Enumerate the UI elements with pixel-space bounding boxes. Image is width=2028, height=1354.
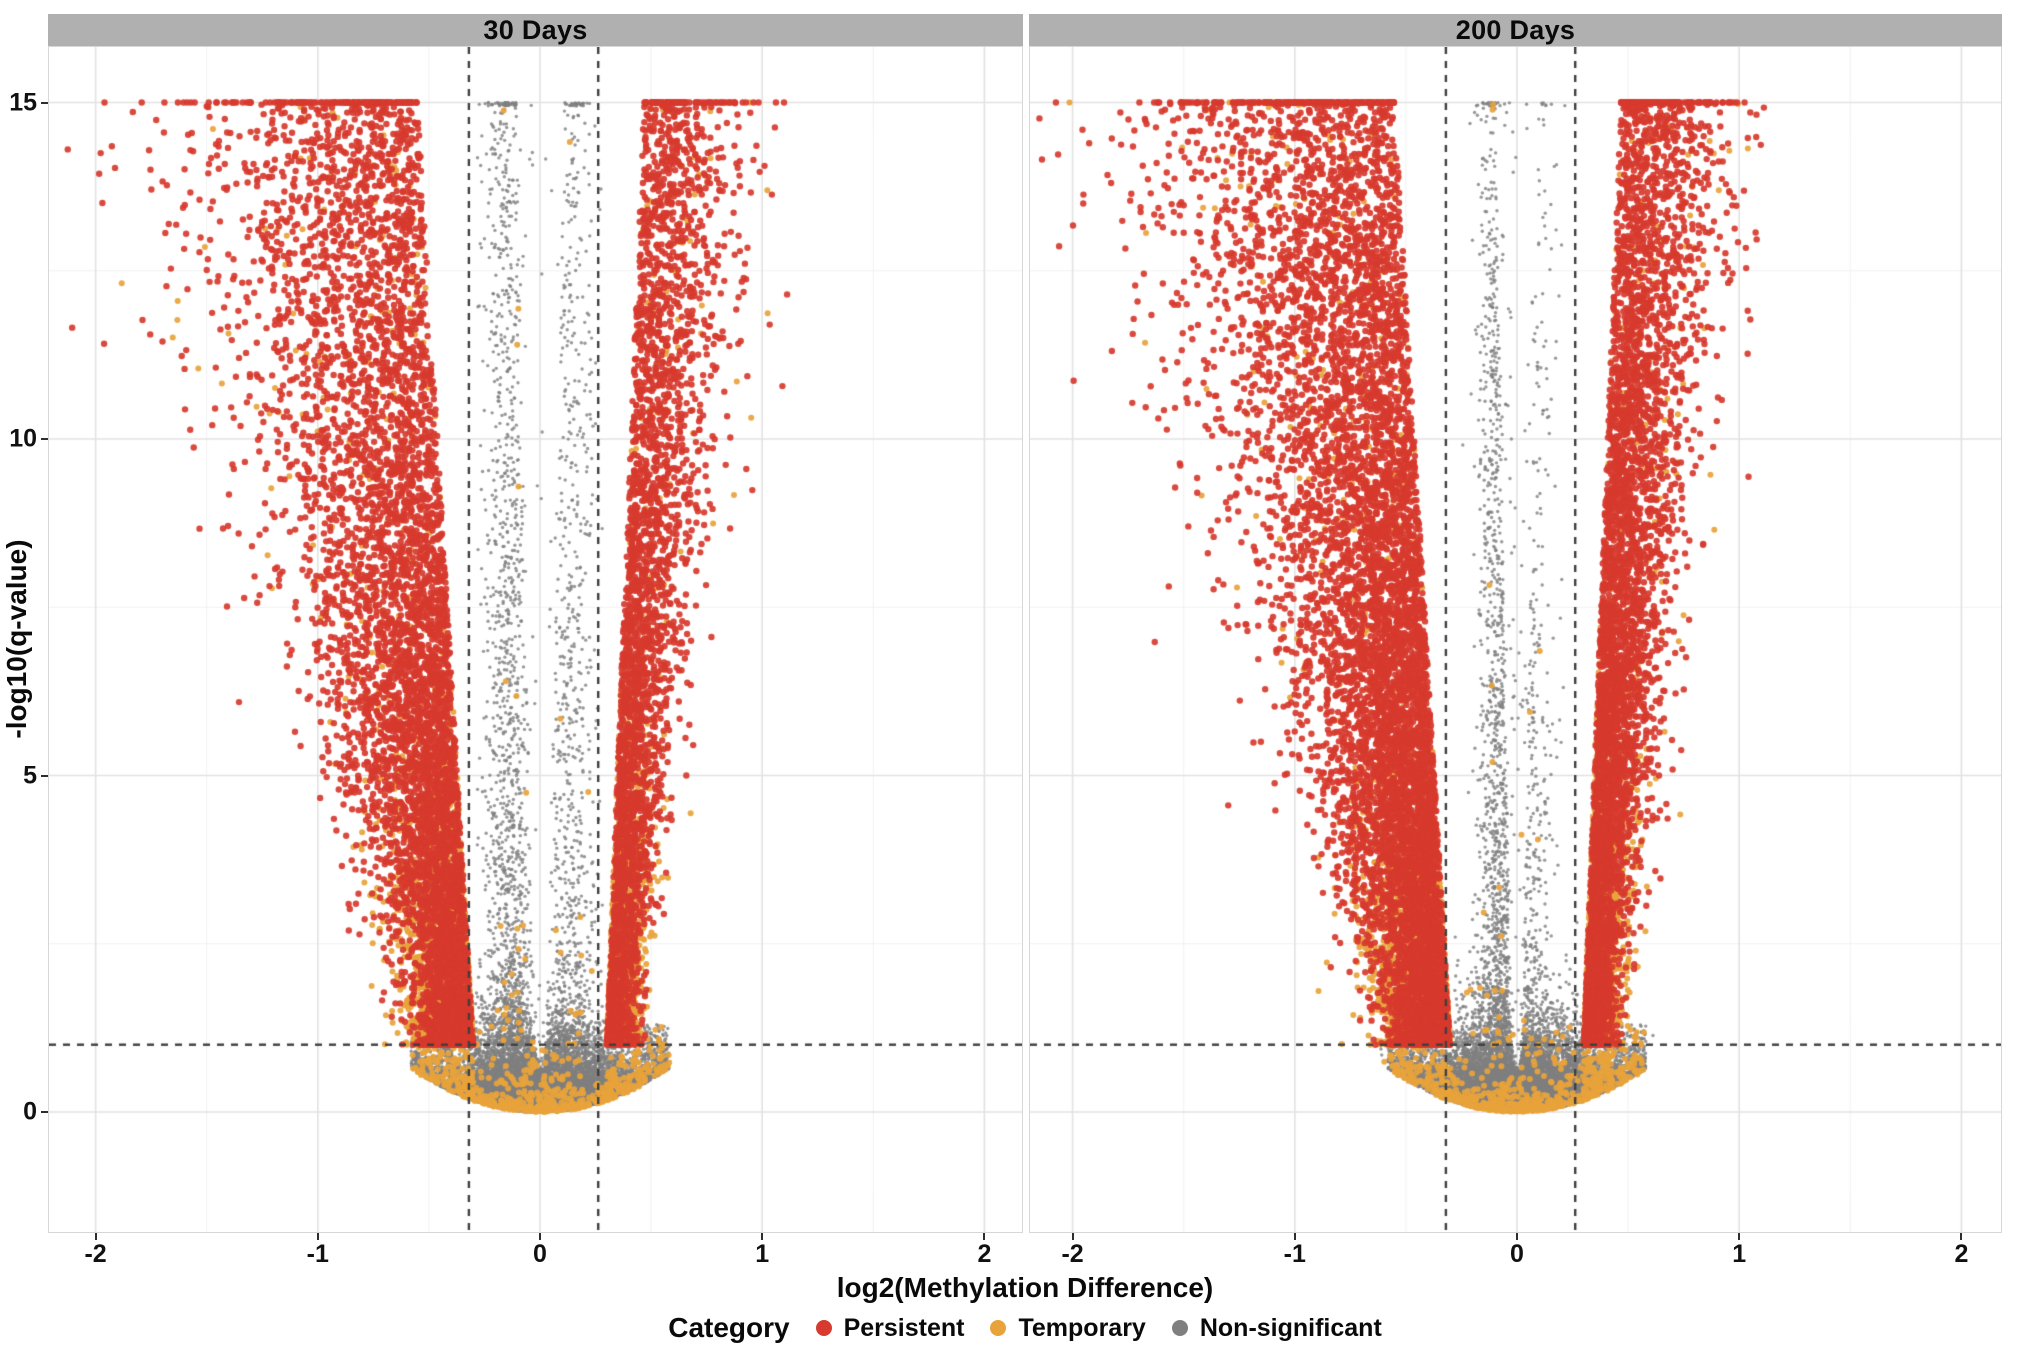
facet-title-30-days: 30 Days — [483, 15, 588, 45]
x-tick-label: 0 — [533, 1240, 547, 1268]
x-tick-mark — [94, 1233, 97, 1240]
x-tick-mark — [1738, 1233, 1741, 1240]
y-tick-mark — [41, 774, 48, 777]
x-tick-label: 1 — [755, 1240, 770, 1268]
x-axis-title: log2(Methylation Difference) — [836, 1272, 1214, 1303]
x-tick-label: -2 — [1061, 1240, 1084, 1268]
scatter-canvas-30-days — [48, 46, 1023, 1233]
y-tick-label: 0 — [23, 1097, 37, 1126]
x-tick-mark — [539, 1233, 541, 1240]
x-tick-mark — [761, 1233, 764, 1240]
facet-strip-200-days: 200 Days — [1029, 14, 2002, 47]
legend-items: Persistent Temporary Non-significant — [815, 1313, 1382, 1343]
y-tick-mark — [41, 101, 48, 104]
legend-item-non-significant: Non-significant — [1171, 1313, 1382, 1343]
y-tick-label: 5 — [23, 761, 37, 789]
y-tick-label: 15 — [9, 88, 37, 116]
x-tick-label: 2 — [1954, 1240, 1969, 1268]
y-tick-mark — [41, 1111, 48, 1113]
y-tick-label: 10 — [9, 424, 37, 453]
legend-title: Category — [668, 1312, 790, 1343]
x-tick-mark — [316, 1233, 319, 1240]
legend-label: Persistent — [843, 1313, 965, 1342]
facet-strip-30-days: 30 Days — [48, 14, 1023, 47]
scatter-canvas-200-days — [1029, 46, 2002, 1233]
y-axis-title: -log10(q-value) — [1, 539, 32, 739]
x-tick-label: -1 — [306, 1240, 329, 1268]
x-tick-label: 1 — [1732, 1240, 1747, 1268]
legend-dot — [990, 1320, 1007, 1336]
x-tick-label: 0 — [1510, 1240, 1524, 1268]
legend-dot — [815, 1320, 832, 1336]
legend-label: Non-significant — [1199, 1313, 1382, 1342]
legend-item-temporary: Temporary — [990, 1313, 1146, 1343]
y-tick-mark — [41, 438, 48, 440]
x-tick-label: -1 — [1283, 1240, 1306, 1268]
x-tick-mark — [1293, 1233, 1296, 1240]
legend: Category Persistent Temporary Non-signific… — [49, 1306, 2001, 1350]
x-tick-label: -2 — [84, 1240, 107, 1268]
x-tick-mark — [1960, 1233, 1963, 1240]
x-tick-mark — [1071, 1233, 1074, 1240]
x-tick-label: 2 — [977, 1240, 992, 1268]
facet-title-200-days: 200 Days — [1455, 15, 1576, 45]
legend-dot — [1171, 1320, 1188, 1336]
legend-item-persistent: Persistent — [815, 1313, 965, 1343]
x-tick-mark — [983, 1233, 986, 1240]
legend-label: Temporary — [1018, 1313, 1146, 1342]
x-tick-mark — [1516, 1233, 1518, 1240]
